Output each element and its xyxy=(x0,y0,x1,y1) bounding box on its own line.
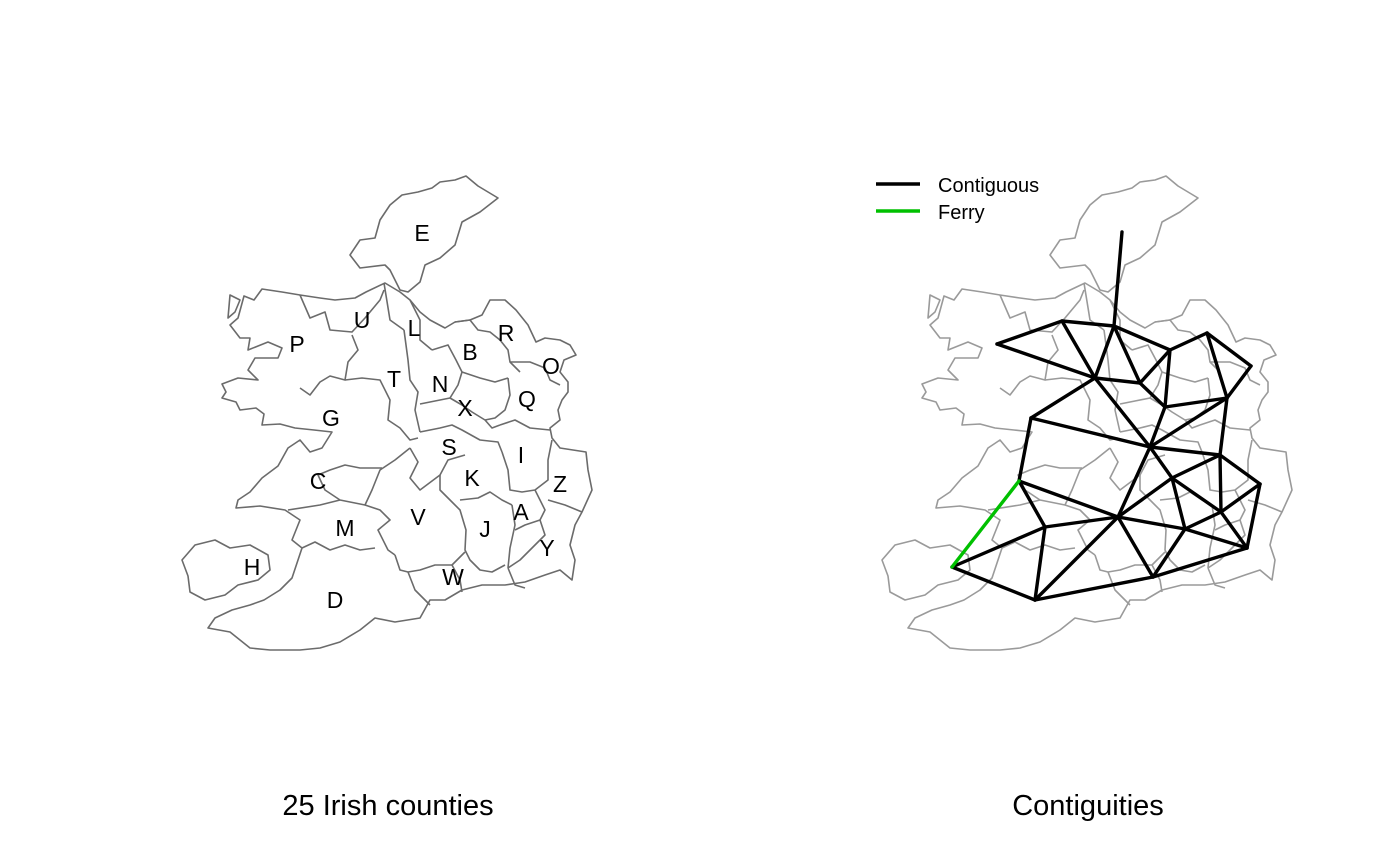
contiguous-edge-v-w xyxy=(1116,515,1155,579)
contiguous-edge-l-b xyxy=(1112,324,1172,352)
right-panel-title: Contiguities xyxy=(1012,790,1164,822)
contiguous-edge-i-a xyxy=(1218,453,1223,514)
county-outlines-faded xyxy=(881,175,1293,651)
county-label-q: Q xyxy=(518,386,536,412)
contiguous-edge-k-a xyxy=(1170,476,1223,514)
ferry-edge-c-h xyxy=(950,479,1021,569)
county-label-w: W xyxy=(442,564,464,590)
county-label-c: C xyxy=(310,468,327,494)
contiguous-edge-k-v xyxy=(1116,476,1174,519)
county-label-e: E xyxy=(414,220,429,246)
contiguous-edge-z-a xyxy=(1219,482,1262,514)
contiguous-edge-v-d xyxy=(1033,515,1120,602)
contiguous-edge-g-c xyxy=(1017,416,1033,483)
contiguous-edge-s-k xyxy=(1148,445,1174,480)
county-label-v: V xyxy=(410,504,426,530)
contiguous-edge-m-h xyxy=(950,525,1047,569)
contiguous-edge-h-d xyxy=(950,565,1037,602)
contiguous-edge-k-j xyxy=(1170,476,1187,531)
contiguous-edge-b-x xyxy=(1163,348,1172,409)
county-label-u: U xyxy=(354,307,371,333)
county-label-z: Z xyxy=(553,471,567,497)
county-label-s: S xyxy=(441,434,456,460)
contiguous-edge-e-l xyxy=(1112,230,1124,328)
contiguous-edge-s-i xyxy=(1148,445,1222,457)
contiguous-edge-m-d xyxy=(1033,525,1047,602)
county-label-l: L xyxy=(408,315,421,341)
county-label-i: I xyxy=(518,442,524,468)
contiguous-edge-t-n xyxy=(1093,376,1142,385)
contiguous-edge-q-s xyxy=(1148,396,1229,449)
contiguous-edge-l-t xyxy=(1093,324,1116,380)
contiguous-edge-q-i xyxy=(1218,396,1229,457)
contiguous-edge-s-v xyxy=(1116,445,1152,519)
county-label-k: K xyxy=(464,465,480,491)
county-label-a: A xyxy=(513,499,529,525)
contiguous-edge-j-v xyxy=(1116,515,1187,531)
contiguous-edge-g-s xyxy=(1029,416,1152,449)
contiguous-edge-n-x xyxy=(1138,381,1167,409)
contiguous-edge-v-m xyxy=(1043,515,1120,529)
county-label-b: B xyxy=(462,339,477,365)
county-labels: A B C D E G H I JK L M N O P Q R S T U V W X Y Z xyxy=(244,220,567,613)
contiguous-edge-z-y xyxy=(1245,482,1262,550)
contiguous-edge-l-n xyxy=(1112,324,1142,385)
county-label-h: H xyxy=(244,554,261,580)
contiguous-edge-b-n xyxy=(1138,348,1172,385)
contiguous-edge-i-k xyxy=(1170,453,1222,480)
contiguous-edge-j-w xyxy=(1151,527,1187,579)
contiguous-edge-d-w xyxy=(1033,575,1155,602)
contiguous-edge-r-o xyxy=(1205,331,1253,368)
contiguous-edge-x-s xyxy=(1148,405,1167,449)
contiguity-edges xyxy=(950,230,1262,602)
contiguous-edge-p-t xyxy=(995,342,1097,380)
contiguous-edge-b-r xyxy=(1168,331,1209,352)
county-label-t: T xyxy=(387,366,401,392)
legend: Contiguous Ferry xyxy=(876,175,1039,224)
county-label-r: R xyxy=(498,320,515,346)
contiguous-edge-i-z xyxy=(1218,453,1262,486)
contiguous-edge-a-j xyxy=(1183,510,1223,531)
contiguous-edge-p-u xyxy=(995,319,1064,346)
left-panel-title: 25 Irish counties xyxy=(282,790,493,822)
county-label-n: N xyxy=(432,371,449,397)
contiguous-edge-w-y xyxy=(1151,546,1249,579)
county-label-p: P xyxy=(289,331,304,357)
contiguous-edge-j-y xyxy=(1183,527,1249,550)
contiguous-edge-t-g xyxy=(1029,376,1097,420)
county-label-y: Y xyxy=(539,535,554,561)
county-label-d: D xyxy=(327,587,344,613)
county-label-m: M xyxy=(335,515,354,541)
contiguity-map xyxy=(881,175,1293,651)
contiguous-edge-u-t xyxy=(1060,319,1097,380)
contiguous-edge-c-m xyxy=(1017,479,1047,529)
contiguous-edge-u-l xyxy=(1060,319,1116,328)
county-label-g: G xyxy=(322,405,340,431)
county-label-x: X xyxy=(457,395,472,421)
contiguous-edge-t-s xyxy=(1093,376,1152,449)
contiguous-edge-c-v xyxy=(1017,479,1120,519)
county-label-o: O xyxy=(542,353,560,379)
contiguous-edge-o-q xyxy=(1225,364,1253,400)
legend-label-ferry: Ferry xyxy=(938,202,985,224)
legend-label-contiguous: Contiguous xyxy=(938,175,1039,197)
contiguous-edge-a-y xyxy=(1219,510,1249,550)
contiguous-edge-x-q xyxy=(1163,396,1229,409)
county-label-j: J xyxy=(479,516,491,542)
contiguous-edge-r-q xyxy=(1205,331,1229,400)
